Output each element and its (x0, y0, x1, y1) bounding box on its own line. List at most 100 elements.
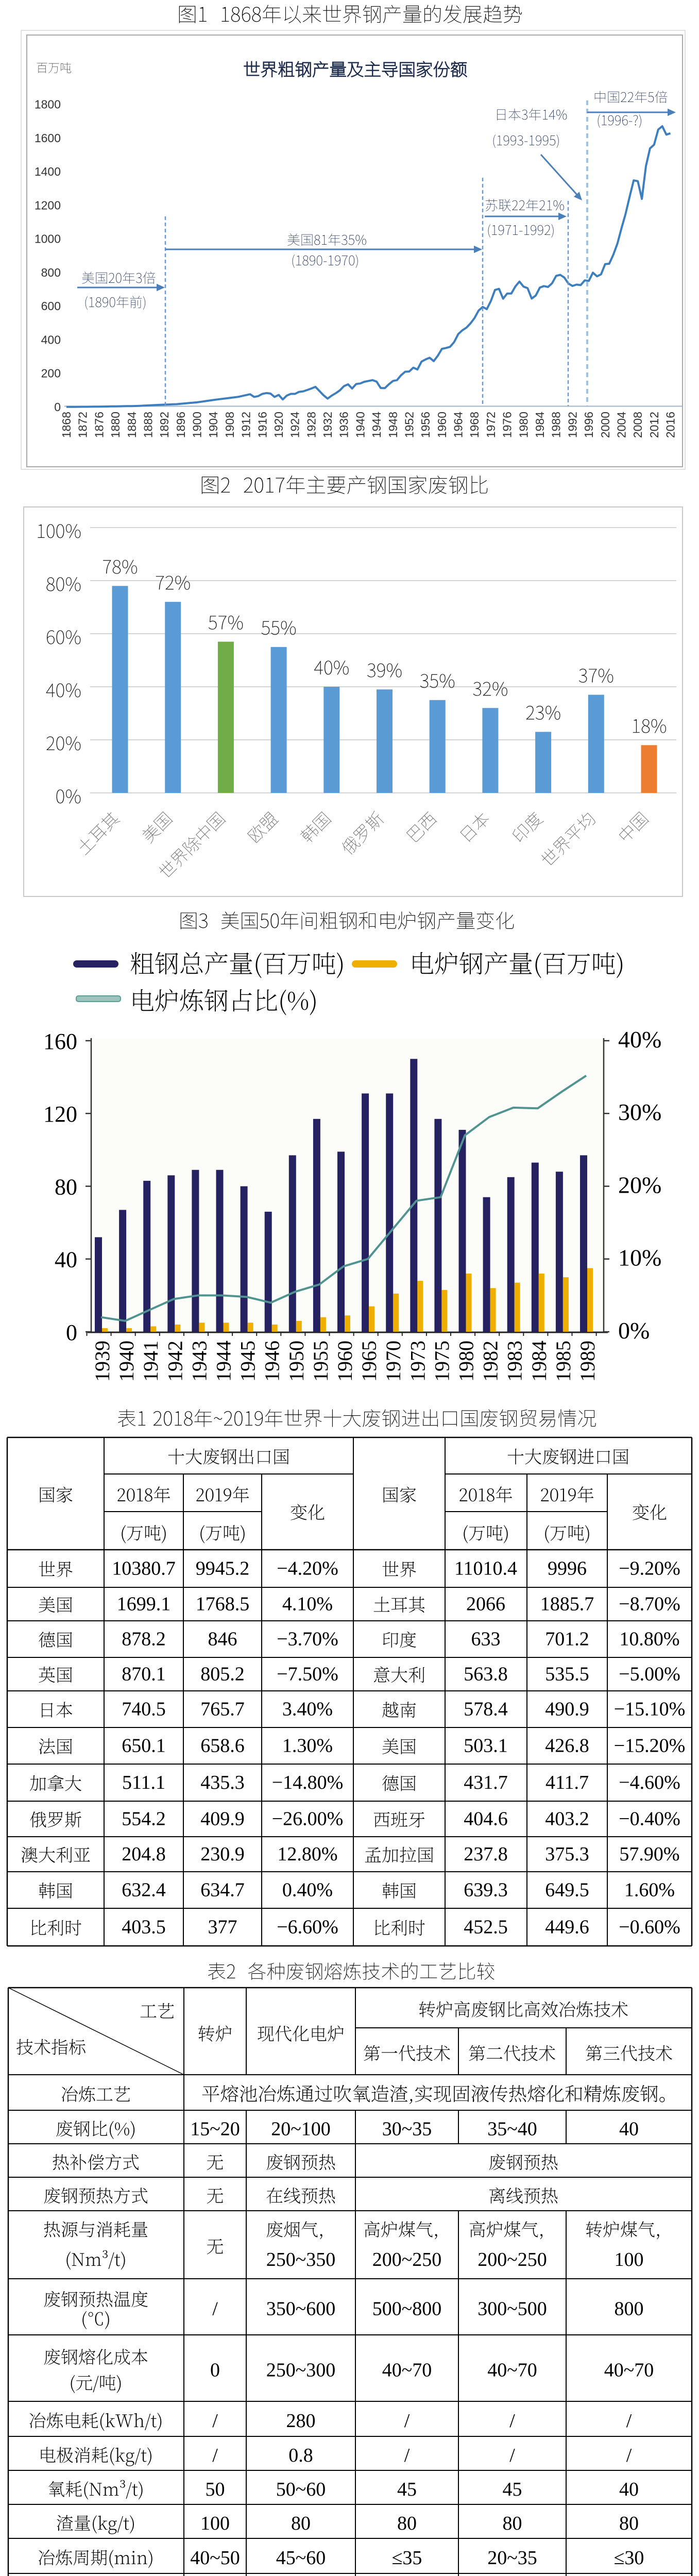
svg-text:20~35: 20~35 (487, 2547, 537, 2569)
svg-text:1908: 1908 (223, 412, 236, 438)
svg-text:1980: 1980 (455, 1341, 478, 1382)
svg-text:80: 80 (619, 2513, 639, 2534)
svg-text:1885.7: 1885.7 (540, 1594, 594, 1615)
svg-text:2066: 2066 (466, 1594, 505, 1615)
svg-text:−0.40%: −0.40% (619, 1808, 680, 1830)
svg-text:403.5: 403.5 (122, 1917, 166, 1938)
svg-text:400: 400 (41, 333, 61, 347)
svg-text:1800: 1800 (35, 98, 61, 111)
svg-text:10%: 10% (618, 1245, 661, 1271)
svg-text:50~60: 50~60 (276, 2479, 326, 2500)
svg-text:1976: 1976 (501, 412, 514, 438)
svg-text:1768.5: 1768.5 (196, 1594, 250, 1615)
svg-text:1980: 1980 (517, 412, 530, 438)
svg-text:2000: 2000 (599, 412, 612, 438)
svg-text:40: 40 (55, 1247, 77, 1273)
svg-text:1916: 1916 (255, 412, 269, 438)
svg-text:0.40%: 0.40% (282, 1879, 333, 1901)
svg-text:−9.20%: −9.20% (619, 1558, 680, 1580)
svg-text:230.9: 230.9 (200, 1843, 245, 1865)
svg-text:1960: 1960 (333, 1341, 356, 1382)
svg-text:431.7: 431.7 (464, 1772, 508, 1793)
svg-text:1400: 1400 (35, 165, 61, 178)
svg-text:≤35: ≤35 (392, 2547, 422, 2569)
svg-text:/: / (212, 2410, 218, 2432)
svg-text:/: / (509, 2410, 515, 2432)
svg-text:11010.4: 11010.4 (454, 1558, 517, 1580)
svg-text:9996: 9996 (548, 1558, 587, 1580)
svg-text:237.8: 237.8 (464, 1843, 508, 1865)
svg-text:1948: 1948 (386, 412, 400, 438)
svg-text:535.5: 535.5 (545, 1664, 589, 1685)
svg-text:377: 377 (208, 1917, 237, 1938)
svg-text:632.4: 632.4 (122, 1879, 166, 1901)
svg-text:−7.50%: −7.50% (277, 1664, 338, 1685)
svg-text:1872: 1872 (76, 412, 90, 438)
svg-text:280: 280 (286, 2410, 316, 2432)
svg-text:1000: 1000 (35, 232, 61, 246)
svg-text:503.1: 503.1 (464, 1735, 508, 1757)
svg-text:1972: 1972 (484, 412, 498, 438)
svg-text:1988: 1988 (550, 412, 563, 438)
svg-text:435.3: 435.3 (200, 1772, 245, 1793)
svg-text:100: 100 (200, 2513, 230, 2534)
svg-text:1939: 1939 (91, 1341, 114, 1382)
svg-text:1996: 1996 (582, 412, 595, 438)
svg-text:9945.2: 9945.2 (196, 1558, 250, 1580)
svg-text:1868: 1868 (60, 412, 73, 438)
svg-text:1992: 1992 (566, 412, 579, 438)
svg-text:1956: 1956 (419, 412, 432, 438)
svg-text:1940: 1940 (115, 1341, 138, 1382)
svg-text:1.30%: 1.30% (282, 1735, 333, 1757)
svg-text:1985: 1985 (552, 1341, 575, 1382)
svg-text:554.2: 554.2 (122, 1808, 166, 1830)
svg-text:1928: 1928 (304, 412, 318, 438)
svg-text:350~600: 350~600 (266, 2298, 336, 2320)
svg-text:658.6: 658.6 (200, 1735, 245, 1757)
svg-text:1932: 1932 (321, 412, 334, 438)
svg-text:1964: 1964 (452, 412, 465, 438)
svg-text:765.7: 765.7 (200, 1699, 245, 1720)
svg-text:563.8: 563.8 (464, 1664, 508, 1685)
svg-text:−8.70%: −8.70% (619, 1594, 680, 1615)
svg-text:/: / (509, 2445, 515, 2466)
svg-text:1896: 1896 (174, 412, 187, 438)
svg-text:30~35: 30~35 (382, 2119, 432, 2140)
svg-text:452.5: 452.5 (464, 1917, 508, 1938)
svg-text:10380.7: 10380.7 (112, 1558, 176, 1580)
svg-text:1945: 1945 (236, 1341, 260, 1382)
svg-text:0%: 0% (618, 1317, 650, 1344)
svg-text:1984: 1984 (533, 412, 547, 438)
svg-text:578.4: 578.4 (464, 1699, 508, 1720)
svg-text:0: 0 (210, 2360, 220, 2381)
svg-text:1888: 1888 (142, 412, 155, 438)
svg-text:40~70: 40~70 (604, 2360, 654, 2381)
svg-text:1965: 1965 (357, 1341, 381, 1382)
svg-text:649.5: 649.5 (545, 1879, 589, 1901)
svg-text:0: 0 (54, 400, 61, 414)
svg-text:639.3: 639.3 (464, 1879, 508, 1901)
svg-text:1699.1: 1699.1 (117, 1594, 171, 1615)
svg-text:80: 80 (503, 2513, 522, 2534)
svg-text:701.2: 701.2 (545, 1629, 589, 1650)
svg-text:1912: 1912 (240, 412, 253, 438)
svg-text:/: / (404, 2410, 410, 2432)
svg-text:404.6: 404.6 (464, 1808, 508, 1830)
svg-text:−5.00%: −5.00% (619, 1664, 680, 1685)
svg-text:1982: 1982 (479, 1341, 502, 1382)
svg-text:40~50: 40~50 (190, 2547, 240, 2569)
svg-text:1600: 1600 (35, 131, 61, 145)
svg-text:800: 800 (615, 2298, 644, 2320)
svg-text:−6.60%: −6.60% (277, 1917, 338, 1938)
svg-text:−15.10%: −15.10% (614, 1699, 686, 1720)
svg-text:15~20: 15~20 (190, 2119, 240, 2140)
svg-text:1942: 1942 (163, 1341, 186, 1382)
svg-text:80: 80 (55, 1175, 77, 1200)
svg-text:1944: 1944 (370, 412, 383, 438)
svg-text:300~500: 300~500 (478, 2298, 547, 2320)
svg-text:1924: 1924 (288, 412, 302, 438)
svg-text:≤30: ≤30 (614, 2547, 644, 2569)
svg-text:1904: 1904 (207, 412, 220, 438)
svg-text:2012: 2012 (647, 412, 661, 438)
svg-text:411.7: 411.7 (545, 1772, 589, 1793)
